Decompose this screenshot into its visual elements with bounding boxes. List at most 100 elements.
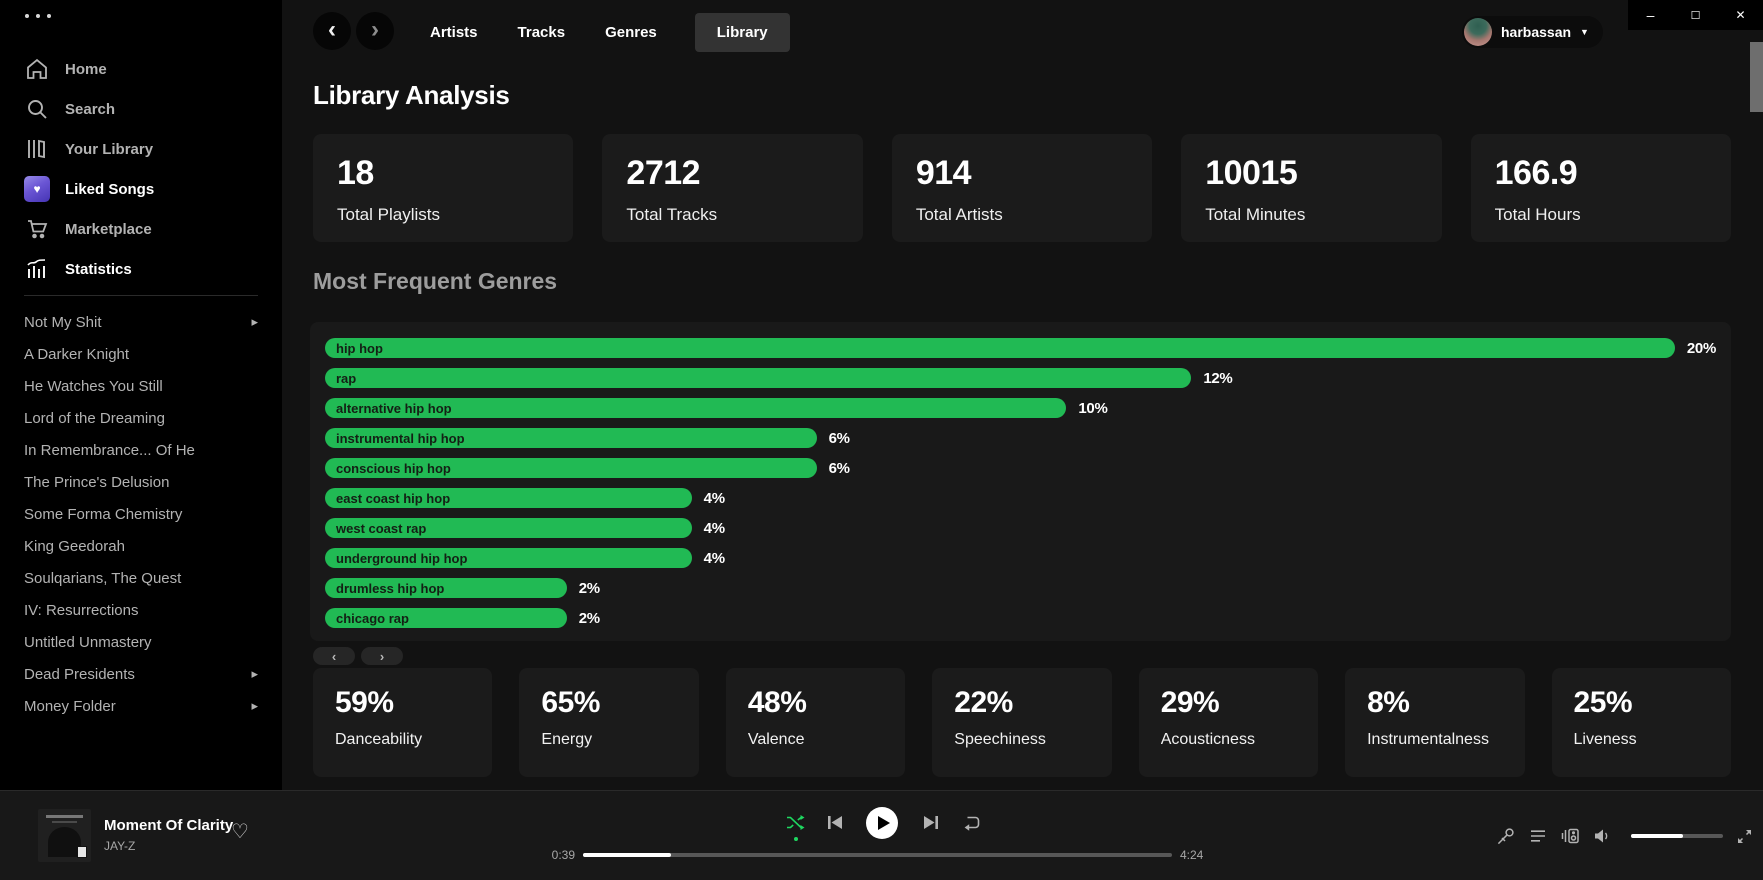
sidebar-item-home[interactable]: Home: [0, 49, 282, 89]
heart-outline-icon[interactable]: ♡: [231, 821, 249, 843]
sidebar-item-label: Your Library: [65, 140, 154, 158]
device-icon[interactable]: [1561, 827, 1580, 845]
repeat-icon[interactable]: [961, 814, 981, 837]
playlist-item[interactable]: Some Forma Chemistry: [0, 498, 282, 530]
playlist-label: In Remembrance... Of He: [24, 441, 195, 459]
genre-bar: west coast rap: [325, 518, 692, 538]
stat-label: Total Hours: [1494, 205, 1581, 224]
playlist-label: Soulqarians, The Quest: [24, 569, 182, 587]
progress-bar[interactable]: [583, 853, 1172, 857]
user-menu[interactable]: harbassan ▼: [1462, 16, 1603, 48]
mic-icon[interactable]: [1497, 827, 1515, 845]
playlist-item[interactable]: The Prince's Delusion: [0, 466, 282, 498]
genre-bar-label: hip hop: [336, 340, 383, 356]
stat-value: 18: [337, 154, 374, 192]
playlist-label: IV: Resurrections: [24, 601, 139, 619]
avatar: [1464, 18, 1492, 46]
genre-bar: drumless hip hop: [325, 578, 567, 598]
caret-down-icon: ▼: [1580, 27, 1589, 37]
chevron-right-icon: ▸: [251, 698, 258, 713]
genre-bar: chicago rap: [325, 608, 567, 628]
chevron-right-icon: ▸: [251, 314, 258, 329]
feature-value: 8%: [1367, 686, 1410, 719]
playlist-item[interactable]: Lord of the Dreaming: [0, 402, 282, 434]
maximize-icon[interactable]: ☐: [1690, 9, 1701, 22]
volume-icon[interactable]: [1594, 828, 1611, 844]
sidebar-divider: [24, 295, 258, 296]
genre-bar-value: 20%: [1686, 339, 1716, 357]
genre-bar: alternative hip hop: [325, 398, 1067, 418]
feature-card: 48% Valence: [725, 668, 906, 777]
tab-library[interactable]: Library: [694, 12, 790, 52]
back-button[interactable]: ‹: [313, 12, 351, 50]
tab-genres[interactable]: Genres: [605, 23, 657, 41]
player-right-controls: [1497, 827, 1753, 845]
statistics-icon: [24, 256, 50, 282]
queue-icon[interactable]: [1529, 828, 1547, 844]
genre-bar-value: 12%: [1203, 369, 1233, 387]
home-icon: [24, 56, 50, 82]
stat-card: 914 Total Artists: [891, 134, 1153, 242]
sidebar-item-marketplace[interactable]: Marketplace: [0, 209, 282, 249]
play-icon: [877, 816, 890, 830]
sidebar-item-liked-songs[interactable]: ♥ Liked Songs: [0, 169, 282, 209]
fullscreen-icon[interactable]: [1736, 828, 1753, 845]
close-icon[interactable]: ✕: [1735, 8, 1746, 22]
playlist-label: The Prince's Delusion: [24, 473, 170, 491]
pager-next-button[interactable]: ›: [361, 647, 403, 665]
next-icon[interactable]: [923, 815, 940, 835]
now-playing-title[interactable]: Moment Of Clarity: [104, 817, 234, 834]
playlist-item[interactable]: King Geedorah: [0, 530, 282, 562]
feature-label: Instrumentalness: [1367, 731, 1489, 748]
feature-label: Danceability: [335, 731, 423, 748]
tab-artists[interactable]: Artists: [430, 23, 478, 41]
play-button[interactable]: [866, 807, 898, 839]
ellipsis-icon[interactable]: [25, 14, 51, 18]
genre-bar-row: alternative hip hop 10%: [325, 398, 1716, 418]
pager-prev-button[interactable]: ‹: [313, 647, 355, 665]
sidebar-item-your-library[interactable]: Your Library: [0, 129, 282, 169]
tab-tracks[interactable]: Tracks: [517, 23, 566, 41]
album-art[interactable]: [38, 809, 91, 862]
sidebar: Home Search Your Library ♥ Liked Songs Market…: [0, 0, 282, 790]
sidebar-item-search[interactable]: Search: [0, 89, 282, 129]
feature-label: Liveness: [1573, 731, 1637, 748]
feature-label: Valence: [747, 731, 805, 748]
playlist-item[interactable]: Untitled Unmastery: [0, 626, 282, 658]
total-time: 4:24: [1180, 848, 1204, 862]
genre-bar-value: 2%: [578, 609, 600, 627]
genre-bar-label: west coast rap: [336, 520, 427, 536]
liked-songs-icon: ♥: [24, 176, 50, 202]
genre-bar: conscious hip hop: [325, 458, 817, 478]
minimize-icon[interactable]: –: [1646, 7, 1655, 23]
playlist-item[interactable]: Not My Shit ▸: [0, 306, 282, 338]
playlist-label: Lord of the Dreaming: [24, 409, 165, 427]
sidebar-item-statistics[interactable]: Statistics: [0, 249, 282, 289]
shuffle-icon[interactable]: [786, 814, 805, 836]
playlist-item[interactable]: Soulqarians, The Quest: [0, 562, 282, 594]
progress-fill: [583, 853, 672, 857]
playlist-item[interactable]: Money Folder ▸: [0, 690, 282, 722]
genre-bar: instrumental hip hop: [325, 428, 817, 448]
genre-bar-value: 6%: [828, 429, 850, 447]
feature-card: 22% Speechiness: [932, 668, 1112, 777]
playlist-item[interactable]: IV: Resurrections: [0, 594, 282, 626]
genre-bar: rap: [325, 368, 1192, 388]
playlist-label: Some Forma Chemistry: [24, 505, 183, 523]
playlist-label: Dead Presidents: [24, 665, 135, 683]
heart-icon: ♥: [24, 176, 50, 202]
genre-bar-row: chicago rap 2%: [325, 608, 1716, 628]
stats-cards: 18 Total Playlists 2712 Total Tracks 914 Tota…: [313, 134, 1732, 242]
previous-icon[interactable]: [826, 815, 843, 835]
playlist-item[interactable]: Dead Presidents ▸: [0, 658, 282, 690]
playlist-item[interactable]: In Remembrance... Of He: [0, 434, 282, 466]
now-playing-artist[interactable]: JAY-Z: [104, 839, 136, 853]
forward-button[interactable]: ›: [356, 12, 394, 50]
scrollbar-thumb[interactable]: [1750, 42, 1763, 112]
playlist-item[interactable]: He Watches You Still: [0, 370, 282, 402]
stats-tabs: Artists Tracks Genres Library: [428, 11, 790, 53]
playlist-item[interactable]: A Darker Knight: [0, 338, 282, 370]
volume-slider[interactable]: [1631, 834, 1723, 838]
stat-value: 166.9: [1494, 154, 1578, 192]
